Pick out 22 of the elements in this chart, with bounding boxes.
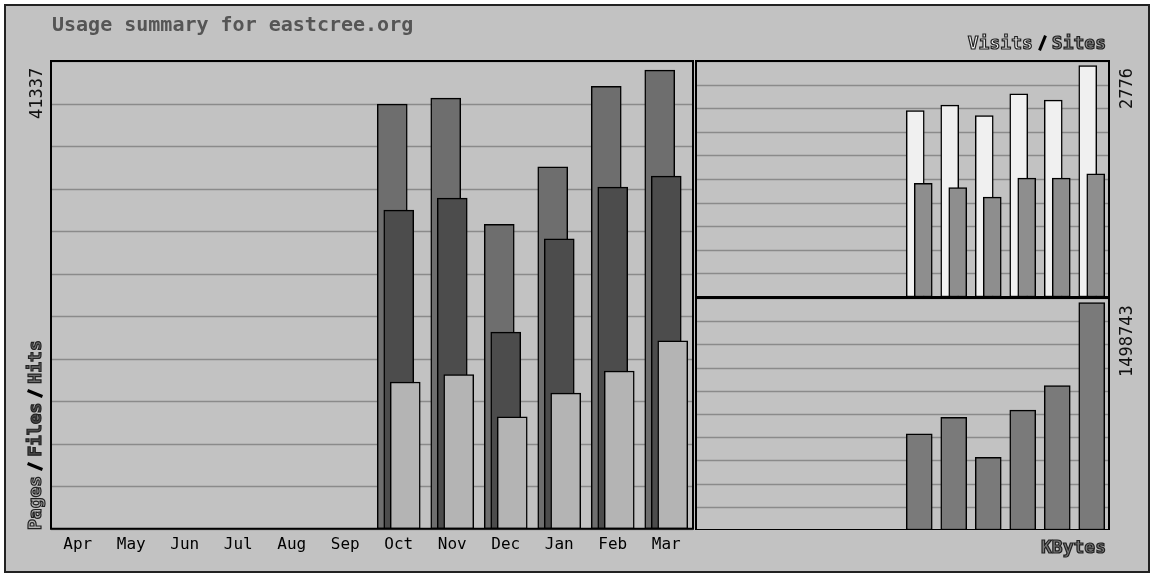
x-tick-label: Nov (437, 533, 467, 553)
x-tick-label: Sep (330, 533, 360, 553)
text: 2776 (1116, 68, 1136, 109)
text: Files (24, 402, 45, 457)
text: Hits (24, 340, 45, 384)
text: Pages (24, 475, 45, 530)
x-tick-label: May (116, 533, 147, 553)
text: Sites (1051, 32, 1106, 53)
x-tick-label: Jun (170, 533, 200, 553)
text: 41337 (26, 67, 46, 119)
x-tick-label: Aug (277, 533, 307, 553)
x-tick-label: Feb (598, 533, 628, 553)
series-label: KBytes (1040, 536, 1106, 557)
x-tick-label: Mar (651, 533, 682, 553)
x-tick-label: Jul (223, 533, 253, 553)
x-tick-label: Jan (544, 533, 574, 553)
text: Visits (967, 32, 1033, 53)
x-tick-label: Dec (491, 533, 521, 553)
text: 1498743 (1116, 305, 1136, 377)
x-tick-label: Oct (384, 533, 414, 553)
chart-title: Usage summary for eastcree.org (52, 12, 414, 36)
x-tick-label: Apr (63, 533, 93, 553)
